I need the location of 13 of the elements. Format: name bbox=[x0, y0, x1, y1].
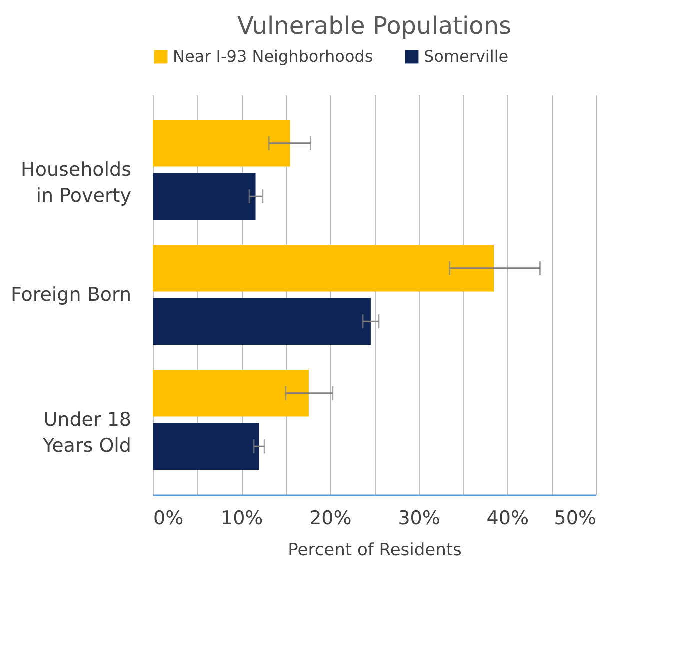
x-tick-label: 50% bbox=[554, 508, 596, 530]
y-tick-label: Foreign Born bbox=[10, 284, 132, 306]
legend-label: Near I-93 Neighborhoods bbox=[173, 47, 374, 66]
chart-title: Vulnerable Populations bbox=[237, 12, 512, 40]
y-tick-label: Under 18 Years Old bbox=[42, 409, 132, 457]
x-tick-label: 30% bbox=[398, 508, 440, 530]
y-tick-label: Households in Poverty bbox=[21, 159, 132, 207]
x-tick-label: 20% bbox=[310, 508, 352, 530]
x-tick-label: 40% bbox=[486, 508, 530, 530]
x-tick-label: 10% bbox=[220, 508, 264, 530]
x-axis-title: Percent of Residents bbox=[288, 540, 462, 560]
x-tick-label: 0% bbox=[154, 508, 184, 530]
legend-label: Somerville bbox=[424, 47, 509, 66]
